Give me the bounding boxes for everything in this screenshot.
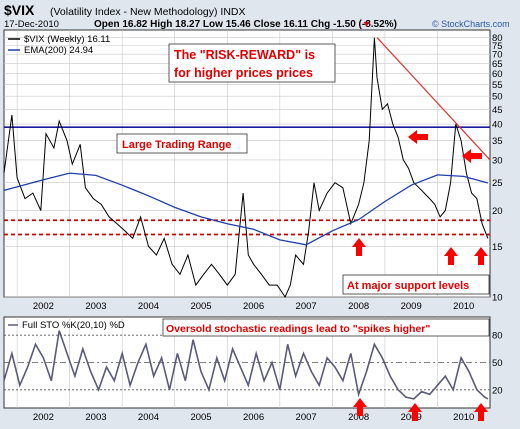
main-y-tick-label: 50 [492, 92, 503, 103]
sto-x-tick-label: 2007 [296, 412, 317, 423]
main-x-tick-label: 2010 [453, 301, 474, 312]
main-y-tick-label: 10 [492, 293, 503, 304]
main-lines [3, 37, 491, 299]
main-y-tick-label: 30 [492, 155, 503, 166]
main-y-tick-label: 75 [492, 41, 503, 52]
main-y-tick-label: 35 [492, 136, 503, 147]
trading-range-box [116, 133, 248, 154]
up-arrow-sto-3 [474, 403, 488, 421]
main-y-tick-label: 55 [492, 80, 503, 91]
legend-ema: EMA(200) 24.94 [24, 45, 93, 56]
main-x-tick-label: 2002 [33, 301, 54, 312]
up-arrow-sto-2 [408, 403, 422, 421]
up-arrow-3 [474, 247, 488, 265]
main-y-tick-label: 25 [492, 178, 503, 189]
header-ohlc: Open 16.82 High 18.27 Low 15.46 Close 16… [94, 19, 397, 30]
sto-x-tick-label: 2005 [190, 412, 211, 423]
sto-x-tick-label: 2008 [348, 412, 369, 423]
risk-reward-box [168, 43, 336, 83]
main-y-tick-label: 80 [492, 33, 503, 44]
main-x-tick-label: 2005 [190, 301, 211, 312]
legend-sto: Full STO %K(20,10) %D [22, 320, 125, 331]
sto-x-tick-label: 2009 [401, 412, 422, 423]
oversold-label: Oversold stochastic readings lead to "sp… [166, 323, 430, 335]
support-box [342, 274, 490, 295]
header-symbol: $VIX [4, 2, 35, 18]
main-x-tick-label: 2008 [348, 301, 369, 312]
header-down-arrow: ▼ [362, 19, 371, 29]
left-arrow-1 [408, 130, 428, 144]
header-description: (Volatility Index - New Methodology) IND… [50, 6, 246, 18]
sto-y-tick-label: 20 [492, 385, 503, 396]
oversold-box [162, 318, 490, 337]
left-arrow-2 [462, 149, 482, 163]
main-x-tick-label: 2006 [243, 301, 264, 312]
main-x-tick-label: 2007 [296, 301, 317, 312]
sto-x-tick-label: 2010 [453, 412, 474, 423]
sto-x-tick-label: 2002 [33, 412, 54, 423]
main-x-tick-label: 2004 [138, 301, 159, 312]
sto-y-axis: 20 50 80 [492, 331, 503, 397]
arrows [352, 130, 488, 421]
trading-range-label: Large Trading Range [122, 139, 231, 151]
support-label: At major support levels [347, 280, 469, 292]
up-arrow-sto-1 [353, 398, 367, 416]
vix-price-line [3, 37, 489, 299]
watermark: © StockCharts.com [432, 19, 510, 29]
main-y-tick-label: 15 [492, 242, 503, 253]
risk-reward-line2: for higher prices prices [174, 66, 313, 80]
up-arrow-2 [444, 247, 458, 265]
main-x-tick-label: 2003 [85, 301, 106, 312]
sto-line [3, 330, 489, 400]
main-y-tick-label: 45 [492, 105, 503, 116]
header-date: 17-Dec-2010 [4, 19, 59, 30]
ema-200-line [3, 172, 489, 246]
main-x-axis: 2002 2003 2004 2005 2006 2007 2008 2009 2010 [33, 301, 474, 312]
main-y-tick-label: 20 [492, 206, 503, 217]
up-arrow-1 [352, 238, 366, 256]
sto-x-tick-label: 2004 [138, 412, 159, 423]
sto-y-tick-label: 50 [492, 358, 503, 369]
legend-price: $VIX (Weekly) 16.11 [24, 34, 110, 45]
main-x-tick-label: 2009 [401, 301, 422, 312]
main-y-tick-label: 40 [492, 120, 503, 131]
sto-x-axis: 2002 2003 2004 2005 2006 2007 2008 2009 2010 [33, 412, 474, 423]
main-y-tick-label: 70 [492, 50, 503, 61]
main-y-tick-label: 65 [492, 59, 503, 70]
sto-lines [3, 330, 489, 400]
trend-line [376, 37, 491, 161]
sto-x-tick-label: 2006 [243, 412, 264, 423]
main-y-tick-label: 60 [492, 69, 503, 80]
sto-x-tick-label: 2003 [85, 412, 106, 423]
sto-y-tick-label: 80 [492, 331, 503, 342]
risk-reward-line1: The "RISK-REWARD" is [174, 48, 315, 62]
